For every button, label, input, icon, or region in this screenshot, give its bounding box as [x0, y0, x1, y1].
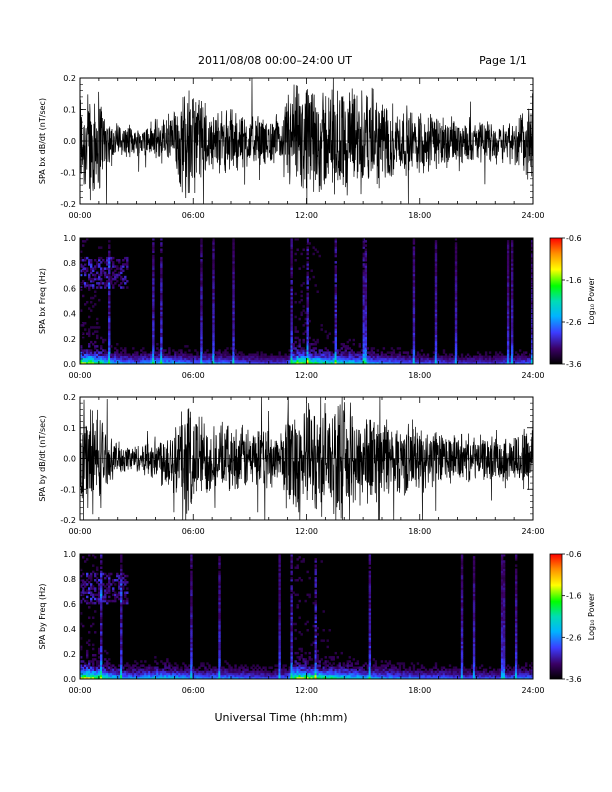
y-tick-label: 0.0 [63, 455, 76, 464]
panel-4: -0.6 -1.6 -2.6 -3.6 Log₁₀ Power 00:00 06:00 12:… [38, 550, 596, 695]
y-tick-label: 0.0 [63, 675, 76, 684]
spectrogram-cells [80, 554, 534, 680]
colorbar-tick-label: -0.6 [566, 550, 582, 559]
y-tick-label: 0.2 [63, 393, 76, 402]
x-tick-label: 24:00 [521, 527, 544, 536]
x-tick-label: 12:00 [295, 527, 318, 536]
panel-1: 00:00 06:00 12:00 18:00 24:00 -0.2 -0.1 0.0 0.1 0… [38, 74, 545, 220]
x-tick-label: 18:00 [408, 686, 431, 695]
x-tick-label: 06:00 [182, 686, 205, 695]
colorbar-tick-label: -2.6 [566, 633, 582, 642]
y-tick-label: 0.6 [63, 284, 76, 293]
x-tick-label: 24:00 [521, 371, 544, 380]
x-tick-label: 24:00 [521, 211, 544, 220]
y-tick-label: -0.2 [60, 516, 76, 525]
x-tick-label: 18:00 [408, 211, 431, 220]
x-tick-label: 06:00 [182, 527, 205, 536]
y-axis-label: SPA by Freq (Hz) [38, 584, 47, 650]
colorbar-tick-label: -1.6 [566, 592, 582, 601]
y-tick-label: 0.2 [63, 74, 76, 83]
y-tick-label: -0.2 [60, 200, 76, 209]
colorbar-label: Log₁₀ Power [587, 592, 596, 640]
x-tick-label: 00:00 [68, 211, 91, 220]
panel-2: -0.6 -1.6 -2.6 -3.6 Log₁₀ Power 00:00 06:00 12:… [38, 234, 596, 380]
x-tick-label: 18:00 [408, 527, 431, 536]
x-tick-label: 00:00 [68, 686, 91, 695]
y-tick-label: 0.1 [63, 424, 76, 433]
colorbar-tick-label: -2.6 [566, 318, 582, 327]
x-tick-label: 12:00 [295, 686, 318, 695]
colorbar-tick-label: -3.6 [566, 675, 582, 684]
y-axis-label: SPA bx dB/dt (nT/sec) [38, 98, 47, 184]
colorbar-label: Log₁₀ Power [587, 277, 596, 325]
x-tick-label: 24:00 [521, 686, 544, 695]
y-tick-label: 1.0 [63, 234, 76, 243]
y-tick-label: 0.8 [63, 259, 76, 268]
waveform-series [79, 77, 534, 205]
y-tick-label: 0.2 [63, 650, 76, 659]
x-tick-label: 12:00 [295, 211, 318, 220]
y-tick-label: 0.1 [63, 106, 76, 115]
figure-title: 2011/08/08 00:00–24:00 UT [198, 54, 352, 67]
y-tick-label: -0.1 [60, 485, 76, 494]
colorbar [549, 237, 563, 365]
x-tick-label: 18:00 [408, 371, 431, 380]
y-tick-label: 0.0 [63, 137, 76, 146]
y-tick-label: 0.6 [63, 600, 76, 609]
x-tick-label: 12:00 [295, 371, 318, 380]
panel-3: 00:00 06:00 12:00 18:00 24:00 -0.2 -0.1 0.0 0.1 0… [38, 393, 545, 536]
colorbar-tick-label: -1.6 [566, 276, 582, 285]
x-tick-label: 06:00 [182, 211, 205, 220]
y-axis-label: SPA by dB/dt (nT/sec) [38, 415, 47, 501]
x-tick-label: 00:00 [68, 371, 91, 380]
y-tick-label: -0.1 [60, 169, 76, 178]
y-tick-label: 0.0 [63, 360, 76, 369]
x-tick-label: 00:00 [68, 527, 91, 536]
waveform-series [79, 396, 534, 521]
colorbar-tick-label: -0.6 [566, 234, 582, 243]
y-tick-label: 0.8 [63, 575, 76, 584]
page-indicator: Page 1/1 [479, 54, 527, 67]
y-axis-label: SPA bx Freq (Hz) [38, 268, 47, 334]
colorbar [549, 553, 563, 680]
x-axis-title: Universal Time (hh:mm) [215, 711, 348, 724]
spectrogram-cells [80, 238, 534, 365]
y-tick-label: 0.4 [63, 625, 76, 634]
colorbar-tick-label: -3.6 [566, 360, 582, 369]
y-tick-label: 0.4 [63, 310, 76, 319]
y-tick-label: 1.0 [63, 550, 76, 559]
y-tick-label: 0.2 [63, 335, 76, 344]
x-tick-label: 06:00 [182, 371, 205, 380]
